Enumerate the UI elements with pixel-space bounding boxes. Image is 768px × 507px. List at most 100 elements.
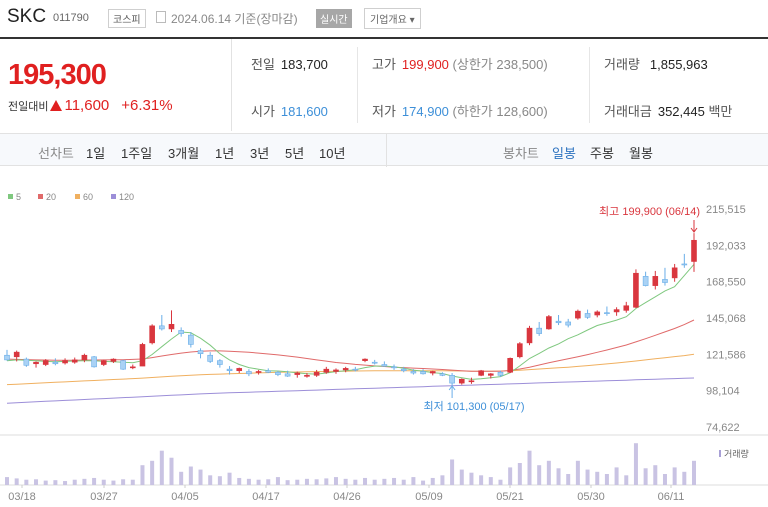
range-1w[interactable]: 1주일 (121, 146, 153, 161)
stock-code: 011790 (53, 12, 89, 24)
volume-bar (324, 478, 329, 485)
header-divider (0, 37, 768, 39)
stock-header: SKC 011790 코스피 2024.06.14 기준(장마감) 실시간 기업… (0, 0, 768, 34)
x-tick-label: 03/18 (8, 491, 36, 503)
candle-body (488, 373, 494, 376)
volume-bar (401, 479, 406, 485)
volume-bar (63, 481, 68, 485)
candle-daily[interactable]: 일봉 (552, 146, 576, 161)
volume-bar (101, 479, 106, 485)
x-tick-label: 04/05 (171, 491, 199, 503)
candle-body (662, 279, 668, 283)
candle-body (4, 354, 10, 361)
candle-body (362, 358, 368, 361)
candle-weekly[interactable]: 주봉 (590, 146, 614, 161)
high-value: 199,900 (401, 57, 449, 72)
realtime-button[interactable]: 실시간 (316, 9, 352, 28)
candle-body (217, 360, 223, 365)
up-triangle-icon (50, 100, 63, 111)
volume-bar (246, 478, 251, 485)
range-3y[interactable]: 3년 (250, 146, 270, 161)
volume-bar (5, 477, 9, 485)
volume-bar (498, 479, 503, 485)
candle-body (52, 361, 59, 365)
high-label: 고가 (372, 57, 396, 72)
candle-body (526, 327, 533, 344)
candle-body (207, 354, 213, 362)
volume-bar (188, 466, 193, 485)
candle-body (81, 354, 88, 361)
volume-bar (450, 459, 455, 485)
prev-close: 전일 183,700 (251, 54, 328, 73)
candle-body (439, 373, 446, 376)
stock-chart[interactable]: 5 20 60 120 215,515 192,033 168,550 145,068 121,… (0, 168, 768, 507)
legend-label: 5 (16, 192, 21, 202)
volume-bar (585, 469, 590, 485)
range-10y[interactable]: 10년 (319, 146, 346, 161)
volume-bar (682, 471, 687, 485)
company-info-button[interactable]: 기업개요 ▾ (364, 8, 421, 29)
candle-body (546, 316, 552, 330)
ma120-line (6, 377, 695, 404)
volume-bar (237, 477, 242, 485)
volume-bar (208, 475, 213, 485)
candle-body (159, 325, 165, 330)
volume-bar (392, 477, 397, 485)
market-badge: 코스피 (108, 9, 146, 28)
candle-body (304, 375, 310, 377)
volume-bar (546, 460, 551, 485)
volume-bar (266, 479, 271, 485)
volume-bar (527, 450, 532, 485)
candle-body (33, 361, 39, 365)
volume-bar (130, 479, 135, 485)
volume: 거래량 1,855,963 (604, 54, 708, 73)
candle-monthly[interactable]: 월봉 (629, 146, 653, 161)
y-tick-label: 215,515 (706, 204, 746, 216)
volume-bar (343, 478, 348, 485)
ma5-line (6, 263, 695, 380)
volume-bar (285, 480, 290, 485)
candle-body (584, 313, 591, 318)
volume-bar (140, 465, 145, 485)
volume-bar (198, 469, 203, 485)
volume-bar (82, 478, 87, 485)
candle-body (633, 272, 639, 308)
max-price-annotation: 최고 199,900 (06/14) (599, 205, 700, 218)
change-percent: +6.31% (121, 97, 173, 114)
candle-body (371, 361, 378, 364)
candle-body (71, 359, 78, 363)
candle-body (565, 321, 572, 326)
volume-bar (159, 450, 164, 485)
y-tick-label: 98,104 (706, 386, 740, 398)
x-tick-label: 04/26 (333, 491, 361, 503)
candle-body (352, 368, 359, 371)
open-price: 시가 181,600 (251, 101, 328, 120)
volume-bar (537, 465, 542, 485)
volume-bar (295, 479, 300, 485)
candle-body (623, 305, 630, 311)
candle-body (265, 370, 272, 373)
candle-body (536, 327, 542, 334)
divider (386, 134, 387, 167)
range-1y[interactable]: 1년 (215, 146, 235, 161)
volume-bar (653, 465, 658, 485)
legend-label: 20 (46, 192, 56, 202)
candle-body (671, 267, 678, 279)
range-5y[interactable]: 5년 (285, 146, 305, 161)
range-3m[interactable]: 3개월 (168, 146, 200, 161)
volume-bar (179, 471, 184, 485)
ma60-line (6, 353, 695, 386)
candle-body (23, 358, 30, 366)
volume-bar (411, 477, 416, 485)
change-label: 전일대비 (8, 100, 49, 113)
volume-bar (624, 475, 629, 485)
x-tick-label: 05/30 (577, 491, 605, 503)
amount-unit: 백만 (708, 104, 733, 119)
range-1d[interactable]: 1일 (86, 146, 106, 161)
line-chart-label[interactable]: 선차트 (38, 146, 74, 161)
candle-chart-label[interactable]: 봉차트 (503, 146, 539, 161)
y-tick-label: 121,586 (706, 349, 746, 361)
volume-bar (382, 478, 387, 485)
volume-bar (421, 480, 426, 485)
upper-limit-value: 238,500) (496, 57, 548, 72)
